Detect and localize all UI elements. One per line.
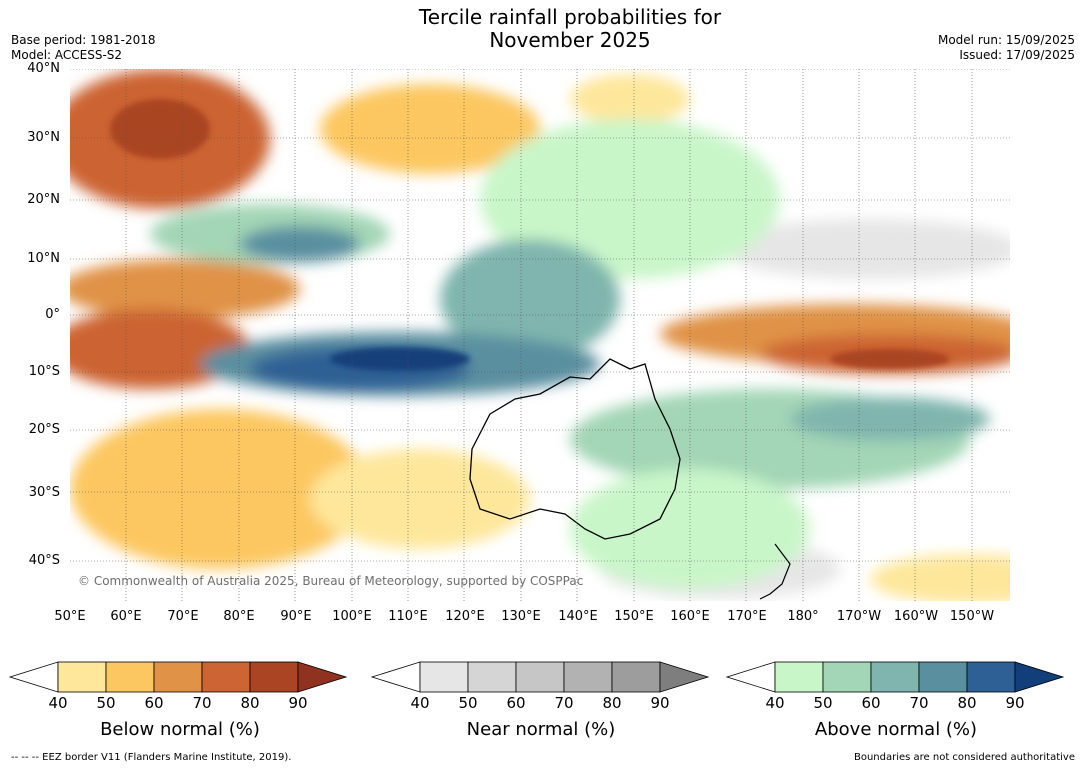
lon-label-100e: 100°E	[332, 609, 372, 624]
colorbar-segment	[249, 661, 299, 693]
probability-shading	[70, 69, 1010, 601]
colorbar-segment	[611, 661, 661, 693]
colorbar-tick-label: 80	[957, 694, 977, 712]
colorbar-segment	[57, 661, 107, 693]
rainfall-probability-map	[70, 69, 1010, 601]
lat-label-30n: 30°N	[27, 130, 60, 145]
colorbar-segment	[515, 661, 565, 693]
colorbar-tick-label: 80	[602, 694, 622, 712]
colorbar-segment	[419, 661, 469, 693]
lon-label-180: 180°	[787, 609, 819, 624]
colorbar-tick-label: 50	[96, 694, 116, 712]
colorbar-tick-label: 70	[909, 694, 929, 712]
new-zealand-coastline	[759, 543, 791, 600]
colorbar-tick-label: 40	[410, 694, 430, 712]
lat-label-30s: 30°S	[28, 485, 60, 500]
map-canvas	[70, 69, 1010, 601]
lon-label-140e: 140°E	[558, 609, 598, 624]
colorbar-max-extension	[1014, 661, 1065, 693]
lat-label-20n: 20°N	[27, 192, 60, 207]
colorbar-tick-label: 80	[240, 694, 260, 712]
eez-border-note: -- -- -- EEZ border V11 (Flanders Marine…	[11, 752, 292, 763]
colorbar-segment	[822, 661, 872, 693]
map-title-line2: November 2025	[489, 28, 651, 52]
colorbar-segment	[467, 661, 517, 693]
colorbar-tick-label: 60	[144, 694, 164, 712]
model-text: Model: ACCESS-S2	[11, 48, 123, 62]
lat-label-10s: 10°S	[28, 364, 60, 379]
colorbar-tick-label: 40	[48, 694, 68, 712]
base-period-text: Base period: 1981-2018	[11, 33, 156, 47]
map-title: Tercile rainfall probabilities for Novem…	[320, 6, 820, 52]
colorbar-tick-label: 70	[192, 694, 212, 712]
colorbar-tick-label: 60	[861, 694, 881, 712]
colorbar-min-extension	[370, 661, 421, 693]
colorbar-tick-label: 70	[554, 694, 574, 712]
colorbar-tick-label: 50	[813, 694, 833, 712]
lat-label-40n: 40°N	[27, 61, 60, 76]
lon-label-130e: 130°E	[501, 609, 541, 624]
lat-label-20s: 20°S	[28, 422, 60, 437]
lon-label-170w: 170°W	[836, 609, 882, 624]
colorbar-min-extension	[8, 661, 59, 693]
probability-cores	[110, 99, 950, 371]
colorbar-near-normal	[370, 661, 710, 693]
colorbar-segment	[153, 661, 203, 693]
colorbar-max-extension	[659, 661, 710, 693]
colorbar-tick-label: 90	[1005, 694, 1025, 712]
lat-label-40s: 40°S	[28, 553, 60, 568]
lon-label-80e: 80°E	[223, 609, 255, 624]
boundary-disclaimer: Boundaries are not considered authoritat…	[853, 752, 1075, 763]
colorbar-tick-label: 60	[506, 694, 526, 712]
colorbar-segment	[105, 661, 155, 693]
colorbar-segment	[201, 661, 251, 693]
colorbar-min-extension	[725, 661, 776, 693]
colorbar-segment	[918, 661, 968, 693]
issued-text: Issued: 17/09/2025	[959, 48, 1075, 62]
colorbars	[8, 661, 1065, 693]
lon-label-160e: 160°E	[670, 609, 710, 624]
map-title-line1: Tercile rainfall probabilities for	[418, 5, 722, 29]
colorbar-segment	[966, 661, 1016, 693]
lon-label-120e: 120°E	[445, 609, 485, 624]
model-run-text: Model run: 15/09/2025	[937, 33, 1075, 47]
lon-label-110e: 110°E	[388, 609, 428, 624]
colorbar-max-extension	[297, 661, 348, 693]
australia-coastline	[469, 358, 681, 540]
lon-label-90e: 90°E	[280, 609, 312, 624]
lat-label-10n: 10°N	[27, 251, 60, 266]
colorbar-tick-label: 50	[458, 694, 478, 712]
copyright-notice: © Commonwealth of Australia 2025, Bureau…	[78, 574, 584, 588]
colorbar-above-normal	[725, 661, 1065, 693]
graticule	[70, 69, 1010, 601]
lon-label-70e: 70°E	[167, 609, 199, 624]
lat-label-0: 0°	[45, 307, 60, 322]
colorbar-tick-label: 40	[765, 694, 785, 712]
lon-label-170e: 170°E	[727, 609, 767, 624]
colorbar-below-normal	[8, 661, 348, 693]
above-normal-label: Above normal (%)	[814, 719, 978, 740]
lon-label-50e: 50°E	[54, 609, 86, 624]
lon-label-150w: 150°W	[949, 609, 995, 624]
colorbar-segment	[774, 661, 824, 693]
colorbar-segment	[870, 661, 920, 693]
colorbar-segment	[563, 661, 613, 693]
colorbar-tick-label: 90	[288, 694, 308, 712]
lon-label-150e: 150°E	[614, 609, 654, 624]
lon-label-160w: 160°W	[893, 609, 939, 624]
colorbar-tick-label: 90	[650, 694, 670, 712]
lon-label-60e: 60°E	[110, 609, 142, 624]
near-normal-label: Near normal (%)	[466, 719, 616, 740]
below-normal-label: Below normal (%)	[100, 719, 260, 740]
